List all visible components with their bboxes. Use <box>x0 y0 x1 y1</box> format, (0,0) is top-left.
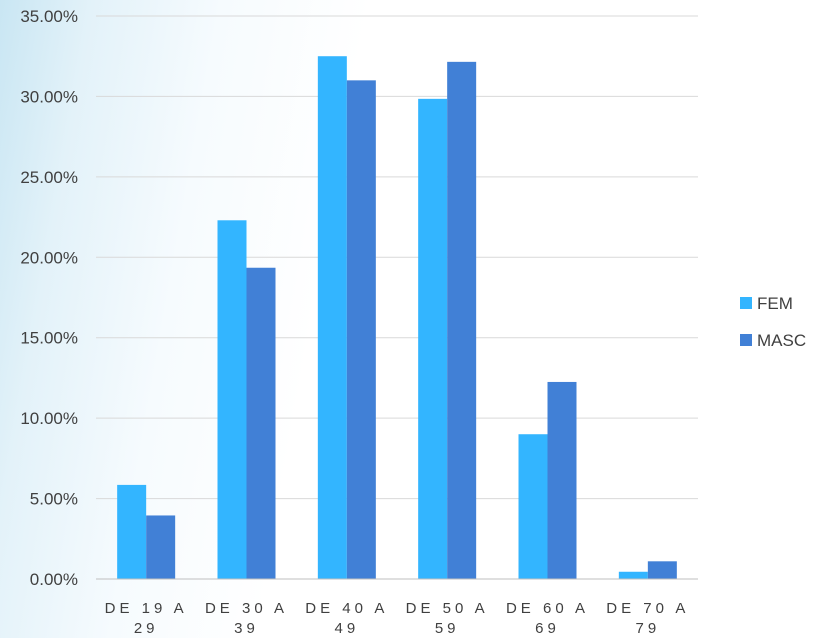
bar-masc-3 <box>447 61 477 579</box>
bar-fem-0 <box>117 484 147 579</box>
bar-fem-1 <box>217 220 247 579</box>
bar-fem-2 <box>317 56 347 579</box>
bars <box>117 56 677 579</box>
x-tick-label: 69 <box>535 620 560 637</box>
bar-masc-5 <box>647 561 677 579</box>
x-tick-label: DE 60 A <box>506 600 589 617</box>
y-tick-label: 35.00% <box>20 7 78 26</box>
legend-swatch-fem <box>740 297 752 309</box>
bar-fem-3 <box>418 98 448 579</box>
x-tick-label: DE 70 A <box>606 600 689 617</box>
x-axis: DE 19 A 29 DE 30 A 39 DE 40 A 49 DE 50 A 59 DE 6… <box>96 578 698 637</box>
y-tick-label: 0.00% <box>30 570 78 589</box>
bar-masc-2 <box>346 80 376 579</box>
x-tick-label: DE 19 A <box>105 600 188 617</box>
bar-masc-1 <box>246 267 276 579</box>
y-tick-label: 20.00% <box>20 248 78 267</box>
y-tick-label: 25.00% <box>20 168 78 187</box>
x-tick-label: 59 <box>435 620 460 637</box>
y-axis: 0.00% 5.00% 10.00% 15.00% 20.00% 25.00% 30.00%… <box>20 7 78 589</box>
bar-fem-5 <box>618 571 648 579</box>
x-tick-label: DE 50 A <box>406 600 489 617</box>
legend: FEM MASC <box>740 294 806 350</box>
x-tick-label: 29 <box>134 620 159 637</box>
y-tick-label: 5.00% <box>30 490 78 509</box>
x-tick-label: 39 <box>234 620 259 637</box>
x-tick-label: DE 40 A <box>305 600 388 617</box>
bar-fem-4 <box>518 434 548 579</box>
x-tick-label: DE 30 A <box>205 600 288 617</box>
legend-label-fem: FEM <box>757 294 793 313</box>
bar-masc-4 <box>547 381 577 579</box>
y-tick-label: 10.00% <box>20 409 78 428</box>
y-tick-label: 30.00% <box>20 87 78 106</box>
legend-label-masc: MASC <box>757 331 806 350</box>
x-tick-label: 79 <box>635 620 660 637</box>
legend-swatch-masc <box>740 334 752 346</box>
y-tick-label: 15.00% <box>20 329 78 348</box>
gridlines <box>96 15 698 500</box>
bar-masc-0 <box>146 515 176 579</box>
x-tick-label: 49 <box>334 620 359 637</box>
